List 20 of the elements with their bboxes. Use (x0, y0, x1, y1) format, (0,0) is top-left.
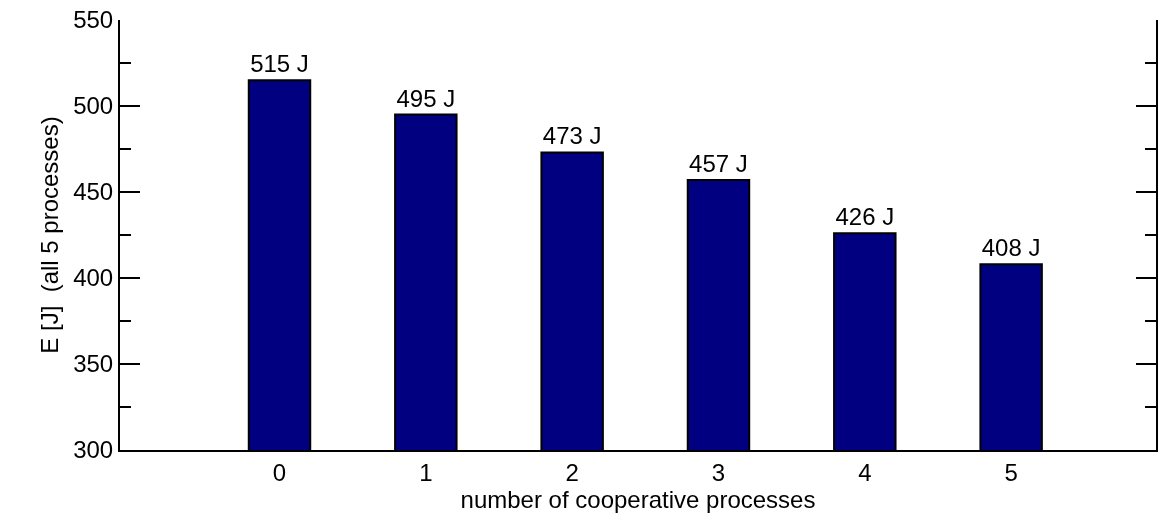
x-axis-title: number of cooperative processes (460, 485, 816, 513)
x-tick-label: 5 (1004, 458, 1018, 486)
data-label: 515 J (250, 50, 309, 78)
y-tick-label: 550 (73, 6, 114, 34)
x-tick-label: 3 (711, 458, 726, 486)
y-tick-label: 400 (73, 264, 114, 292)
data-label: 495 J (396, 84, 456, 112)
data-label: 426 J (835, 203, 895, 231)
data-label: 408 J (981, 234, 1041, 262)
x-tick-label: 0 (272, 458, 287, 486)
y-axis-title: E [J] (all 5 processes) (35, 116, 63, 354)
y-tick-label: 300 (73, 436, 114, 464)
x-tick-label: 4 (858, 458, 872, 486)
data-label: 473 J (542, 122, 602, 150)
y-tick-label: 350 (73, 350, 114, 378)
data-label: 457 J (689, 149, 748, 177)
x-tick-label: 2 (565, 458, 579, 486)
y-tick-label: 450 (73, 178, 114, 206)
y-tick-label: 500 (73, 92, 114, 120)
x-tick-label: 1 (419, 458, 433, 486)
